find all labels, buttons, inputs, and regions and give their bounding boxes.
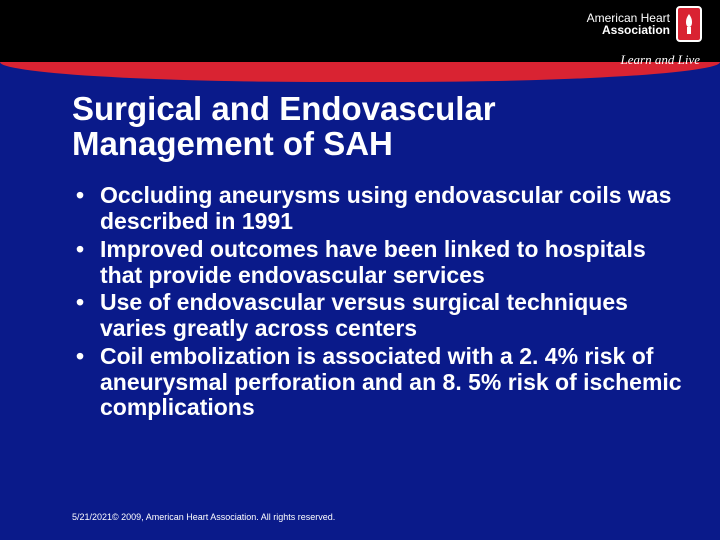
bullet-item: Use of endovascular versus surgical tech… xyxy=(72,290,692,342)
slide-content: Surgical and Endovascular Management of … xyxy=(72,92,692,423)
bullet-item: Improved outcomes have been linked to ho… xyxy=(72,237,692,289)
bullet-item: Occluding aneurysms using endovascular c… xyxy=(72,183,692,235)
slide-footer: 5/21/2021© 2009, American Heart Associat… xyxy=(72,512,335,522)
bullet-list: Occluding aneurysms using endovascular c… xyxy=(72,183,692,421)
heart-torch-icon xyxy=(676,6,702,42)
slide-title: Surgical and Endovascular Management of … xyxy=(72,92,692,161)
logo-tagline: Learn and Live xyxy=(621,52,700,68)
logo-text: American Heart Association xyxy=(587,12,670,36)
header-red-band xyxy=(0,62,720,82)
bullet-item: Coil embolization is associated with a 2… xyxy=(72,344,692,421)
logo-line2: Association xyxy=(587,24,670,36)
aha-logo: American Heart Association xyxy=(587,6,702,42)
